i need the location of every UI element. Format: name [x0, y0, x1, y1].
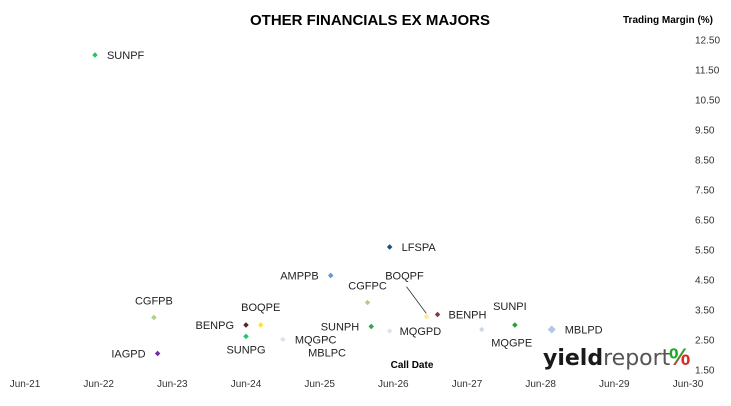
point-mqgpc — [279, 335, 287, 344]
point-mqgpd — [386, 327, 394, 335]
point-label-benpg: BENPG — [195, 320, 234, 332]
y-tick-label: 3.50 — [695, 306, 715, 317]
logo-text-light: report — [603, 346, 671, 371]
point-label-boqpe: BOQPE — [241, 302, 280, 314]
point-amppb — [327, 271, 335, 280]
x-tick-label: Jun-26 — [378, 379, 409, 390]
logo-text-bold: yield — [543, 346, 603, 371]
point-mblpc — [323, 335, 331, 344]
x-tick-label: Jun-22 — [83, 379, 114, 390]
point-label-mqgpe: MQGPE — [491, 338, 532, 350]
point-cgfpc — [363, 298, 372, 307]
leader-lines — [406, 286, 427, 314]
x-tick-label: Jun-30 — [673, 379, 704, 390]
y-tick-label: 8.50 — [695, 156, 715, 167]
point-label-sunpg: SUNPG — [226, 344, 265, 356]
point-label-amppb: AMPPB — [280, 271, 319, 283]
point-label-iagpd: IAGPD — [111, 349, 145, 361]
point-label-cgfpc: CGFPC — [348, 281, 387, 293]
point-label-mqgpc: MQGPC — [295, 334, 337, 346]
y-tick-label: 12.50 — [695, 36, 720, 47]
point-lfspa — [386, 243, 394, 251]
point-sunpf — [91, 51, 99, 59]
point-benph — [433, 310, 442, 319]
point-label-mblpc: MBLPC — [308, 347, 346, 359]
y-tick-label: 7.50 — [695, 186, 715, 197]
point-mblpd — [546, 324, 557, 335]
x-tick-label: Jun-25 — [304, 379, 335, 390]
x-axis-ticks: Jun-21 Jun-22 Jun-23 Jun-24 Jun-25 Jun-26 Jun-… — [10, 379, 704, 390]
point-label-lfspa: LFSPA — [402, 242, 437, 254]
point-sunpg — [242, 332, 250, 341]
point-label-boqpf: BOQPF — [385, 271, 424, 283]
svg-text:yieldreport: yieldreport — [543, 346, 671, 371]
chart-title: OTHER FINANCIALS EX MAJORS — [250, 12, 490, 29]
point-label-cgfpb: CGFPB — [135, 296, 173, 308]
point-label-benph: BENPH — [449, 310, 487, 322]
x-tick-label: Jun-28 — [525, 379, 556, 390]
point-label-sunph: SUNPH — [321, 322, 360, 334]
leader-line-boqpf — [406, 286, 427, 314]
x-tick-label: Jun-27 — [452, 379, 483, 390]
y-tick-label: 5.50 — [695, 246, 715, 257]
y-tick-label: 10.50 — [695, 96, 720, 107]
point-sunph — [367, 322, 375, 331]
y-tick-label: 4.50 — [695, 276, 715, 287]
point-boqpf — [422, 312, 431, 321]
x-tick-label: Jun-23 — [157, 379, 188, 390]
y-tick-label: 2.50 — [695, 336, 715, 347]
logo-percent-symbol: % — [669, 344, 690, 371]
point-iagpd — [153, 349, 162, 358]
x-tick-label: Jun-24 — [231, 379, 262, 390]
point-label-mblpd: MBLPD — [565, 325, 603, 337]
y-tick-label: 11.50 — [695, 66, 720, 77]
y-tick-label: 6.50 — [695, 216, 715, 227]
point-cgfpb — [150, 313, 158, 322]
y-tick-label: 9.50 — [695, 126, 715, 137]
point-sunpi — [511, 321, 519, 329]
x-tick-label: Jun-29 — [599, 379, 630, 390]
x-tick-label: Jun-21 — [10, 379, 41, 390]
point-boqpe — [257, 321, 265, 329]
yieldreport-logo: yieldreport % — [543, 344, 690, 371]
x-axis-label: Call Date — [391, 360, 434, 371]
data-points — [91, 51, 557, 358]
y-axis-label: Trading Margin (%) — [623, 15, 713, 26]
point-label-sunpi: SUNPI — [493, 301, 527, 313]
point-label-sunpf: SUNPF — [107, 50, 145, 62]
y-tick-label: 1.50 — [695, 366, 715, 377]
y-axis-ticks: 12.50 11.50 10.50 9.50 8.50 7.50 6.50 5.50 4.50 3… — [695, 36, 720, 377]
point-mqgpe — [478, 325, 486, 334]
point-benpg — [242, 321, 250, 329]
point-label-mqgpd: MQGPD — [400, 326, 442, 338]
